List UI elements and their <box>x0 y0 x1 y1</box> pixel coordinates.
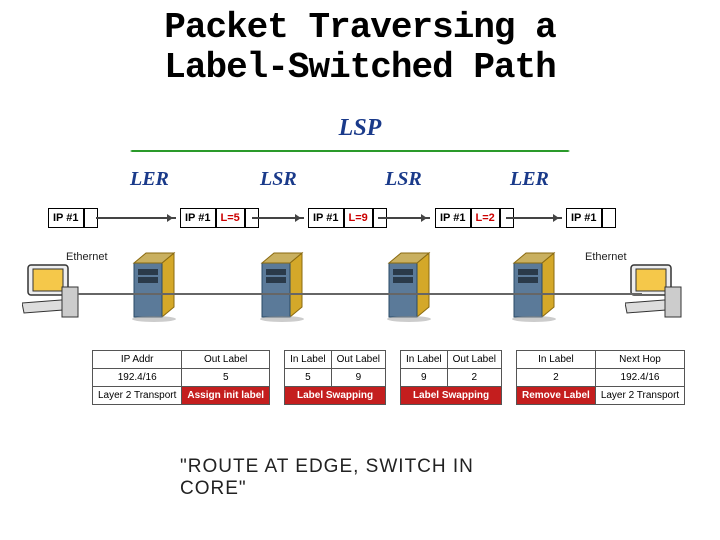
packet-label: L=5 <box>216 208 245 228</box>
table-cell: In Label <box>517 351 596 369</box>
routing-table: IP AddrOut Label192.4/165Layer 2 Transpo… <box>92 350 270 405</box>
packet-ip: IP #1 <box>308 208 344 228</box>
router-label: LER <box>130 168 169 191</box>
table-cell: Layer 2 Transport <box>93 387 182 405</box>
router-label: LSR <box>260 168 297 191</box>
table-cell: 192.4/16 <box>595 369 684 387</box>
router-icon <box>130 251 180 328</box>
table-cell: 5 <box>182 369 270 387</box>
router-icon <box>510 251 560 328</box>
ethernet-label: Ethernet <box>585 251 627 263</box>
packet-label: L=9 <box>344 208 373 228</box>
router-icon <box>385 251 435 328</box>
packet: IP #1 <box>48 208 98 228</box>
table-cell: Label Swapping <box>285 387 386 405</box>
packet-ip: IP #1 <box>48 208 84 228</box>
packet-ip: IP #1 <box>435 208 471 228</box>
packet-arrow <box>378 217 430 219</box>
packet-arrow <box>506 217 562 219</box>
table-cell: 9 <box>401 369 448 387</box>
packet-trailer <box>602 208 616 228</box>
table-cell: Next Hop <box>595 351 684 369</box>
network-line <box>78 293 642 295</box>
routing-table: In LabelNext Hop2192.4/16Remove LabelLay… <box>516 350 685 405</box>
title-line-2: Label-Switched Path <box>0 48 720 88</box>
title-line-1: Packet Traversing a <box>0 8 720 48</box>
packet-arrow <box>96 217 176 219</box>
table-cell: Out Label <box>331 351 385 369</box>
table-cell: Label Swapping <box>401 387 502 405</box>
router-label: LSR <box>385 168 422 191</box>
tables-row: IP AddrOut Label192.4/165Layer 2 Transpo… <box>92 350 685 405</box>
page-title: Packet Traversing a Label-Switched Path <box>0 0 720 87</box>
bottom-quote: "ROUTE AT EDGE, SWITCH IN CORE" <box>180 456 540 500</box>
packet-ip: IP #1 <box>180 208 216 228</box>
ethernet-label: Ethernet <box>66 251 108 263</box>
packet: IP #1 <box>566 208 616 228</box>
packet-label: L=2 <box>471 208 500 228</box>
packet-arrow <box>252 217 304 219</box>
table-cell: Assign init label <box>182 387 270 405</box>
table-cell: Out Label <box>447 351 501 369</box>
packet-ip: IP #1 <box>566 208 602 228</box>
router-icon <box>258 251 308 328</box>
lsp-arrow <box>130 150 570 152</box>
table-cell: Out Label <box>182 351 270 369</box>
routing-table: In LabelOut Label92Label Swapping <box>400 350 502 405</box>
pc-icon <box>22 263 84 326</box>
table-cell: Layer 2 Transport <box>595 387 684 405</box>
table-cell: 2 <box>447 369 501 387</box>
packet: IP #1L=9 <box>308 208 387 228</box>
table-cell: 9 <box>331 369 385 387</box>
router-label: LER <box>510 168 549 191</box>
table-cell: 192.4/16 <box>93 369 182 387</box>
lsp-label: LSP <box>339 115 382 142</box>
table-cell: In Label <box>401 351 448 369</box>
routing-table: In LabelOut Label59Label Swapping <box>284 350 386 405</box>
table-cell: 2 <box>517 369 596 387</box>
packet: IP #1L=2 <box>435 208 514 228</box>
device-row: Ethernet Ethernet <box>0 245 720 335</box>
table-cell: 5 <box>285 369 332 387</box>
table-cell: Remove Label <box>517 387 596 405</box>
table-cell: IP Addr <box>93 351 182 369</box>
packet: IP #1L=5 <box>180 208 259 228</box>
table-cell: In Label <box>285 351 332 369</box>
